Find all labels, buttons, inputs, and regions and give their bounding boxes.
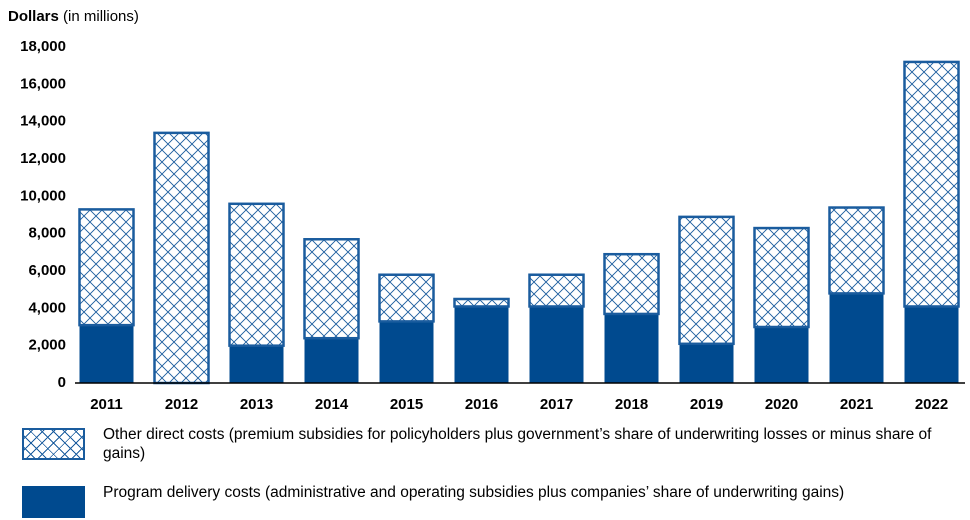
y-axis-title-main: Dollars [8,8,59,25]
legend-swatch [22,428,85,460]
x-tick-label: 2016 [465,396,498,413]
y-tick-label: 14,000 [20,113,66,130]
y-tick-label: 2,000 [28,337,66,354]
x-tick-label: 2022 [915,396,948,413]
bar-segment [829,293,884,383]
x-tick-label: 2017 [540,396,573,413]
x-tick-label: 2011 [90,396,123,413]
bar-segment [678,215,735,346]
bar-segment [153,131,210,385]
chart: Dollars (in millions) 0 2,000 4,000 6,000 8,… [8,8,965,413]
bar-segment [304,338,359,383]
x-tick-label: 2018 [615,396,648,413]
bar-segment [78,208,135,327]
bar-segment [904,306,959,383]
bar-segment [754,327,809,383]
bar-segment [828,206,885,295]
bar-segment [378,273,435,323]
y-tick-label: 12,000 [20,150,66,167]
y-axis-title-unit: (in millions) [63,8,139,25]
legend-label: Program delivery costs (administrative a… [103,484,845,501]
x-tick-label: 2015 [390,396,423,413]
y-tick-label: 10,000 [20,187,66,204]
x-tick-label: 2012 [165,396,198,413]
y-tick-label: 16,000 [20,75,66,92]
bar-segment [379,321,434,383]
bar-segment [903,60,960,308]
legend-label: Other direct costs (premium subsidies fo… [103,426,932,462]
y-tick-label: 8,000 [28,225,66,242]
y-tick-label: 4,000 [28,299,66,316]
x-tick-label: 2019 [690,396,723,413]
bar-segment [528,273,585,308]
bar-segment [79,325,134,383]
bar-segment [454,306,509,383]
bar-segment [303,238,360,340]
bar-segment [229,345,284,383]
bar-segment [453,297,510,308]
y-tick-label: 0 [58,374,66,391]
legend-swatch [22,486,85,518]
legend-item: Program delivery costs (administrative a… [22,484,962,518]
bar-segment [604,313,659,383]
bar-segment [529,306,584,383]
bar-segment [228,202,285,347]
x-tick-label: 2014 [315,396,349,413]
y-axis-title: Dollars (in millions) [8,8,139,25]
legend-item: Other direct costs (premium subsidies fo… [22,426,962,463]
y-tick-label: 18,000 [20,38,66,55]
bar-segment [603,252,660,316]
x-tick-label: 2013 [240,396,273,413]
bar-segment [753,226,810,329]
y-tick-label: 6,000 [28,262,66,279]
x-tick-label: 2021 [840,396,873,413]
x-tick-label: 2020 [765,396,798,413]
bar-segment [679,343,734,383]
